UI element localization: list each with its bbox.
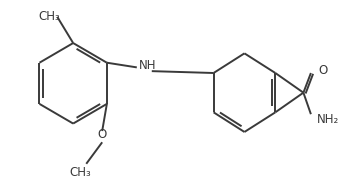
Text: NH: NH (139, 59, 156, 72)
Text: O: O (318, 64, 328, 77)
Text: CH₃: CH₃ (70, 166, 92, 179)
Text: CH₃: CH₃ (38, 10, 60, 23)
Text: NH₂: NH₂ (317, 113, 339, 126)
Text: O: O (98, 128, 107, 141)
